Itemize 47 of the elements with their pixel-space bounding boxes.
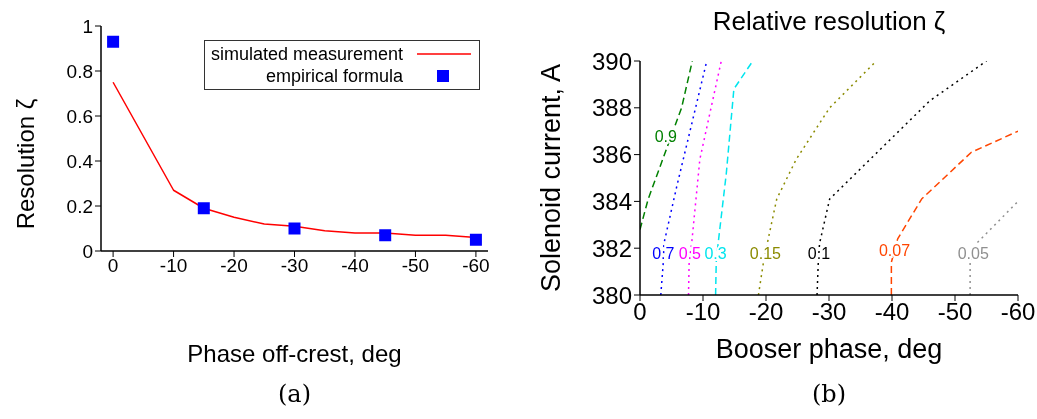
y-tick-label: 1 [82,15,93,37]
x-tick-label: -50 [401,255,430,277]
y-axis-title: Resolution ζ [12,98,40,229]
x-axis-title: Phase off-crest, deg [186,340,403,368]
point [197,202,210,215]
y-tick-label: 384 [591,187,632,215]
x-tick-label: -60 [462,255,490,277]
x-tick-label: -50 [937,298,973,326]
y-axis-title: Solenoid current, A [536,63,567,293]
y-tick-label: 380 [591,281,632,309]
y-tick-label: 390 [591,47,632,75]
y-tick-label: 0 [82,240,93,262]
x-tick-label: -20 [748,298,784,326]
x-tick-label: -30 [811,298,847,326]
annotation: 0.15 [749,244,782,262]
annotation: 0.9 [654,127,678,145]
annotation: 0.7 [652,244,675,262]
x-tick-label: -10 [159,255,188,277]
legend-label: simulated measurement [210,43,403,65]
x-axis-title: Booser phase, deg [714,334,944,365]
y-tick-label: 0.4 [66,150,94,172]
x-tick-label: -60 [1000,298,1036,326]
y-tick-label: 382 [591,234,632,262]
x-tick-label: 0 [107,255,119,277]
point [469,233,482,246]
x-tick-label: -40 [341,255,369,277]
point [107,35,120,48]
y-tick-label: 0.8 [66,60,93,82]
text: (a) [276,380,312,408]
legend-label: empirical formula [265,65,403,87]
x-tick-label: -30 [280,255,309,277]
x-tick-label: -40 [874,298,910,326]
chart-title: Relative resolution ζ [711,6,947,37]
y-tick-label: 386 [591,141,632,169]
y-tick-label: 388 [591,94,632,122]
point [379,229,392,242]
annotation: 0.5 [678,244,701,262]
annotation: 0.05 [957,244,989,262]
annotation: 0.1 [807,244,831,262]
point [288,222,301,235]
annotation: 0.07 [878,242,911,260]
annotation: 0.3 [704,244,727,262]
y-tick-label: 0.6 [66,105,93,127]
y-tick-label: 0.2 [66,195,93,217]
x-tick-label: -20 [220,255,248,277]
x-tick-label: -10 [685,298,721,326]
text: (b) [810,380,848,408]
